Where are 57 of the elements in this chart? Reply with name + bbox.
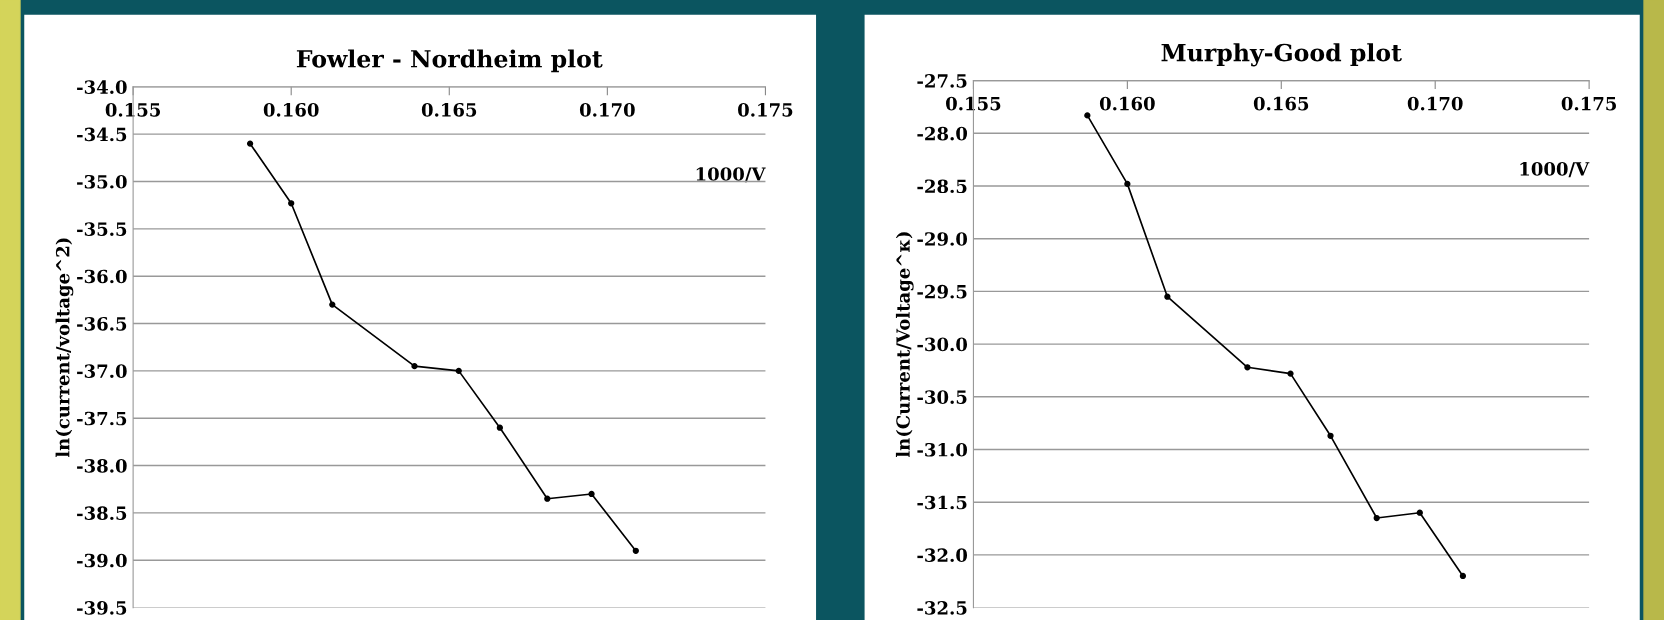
point bbox=[1416, 509, 1423, 516]
x-tick-label: 0.160 bbox=[263, 102, 319, 117]
x-axis-title: 1000/V bbox=[696, 167, 766, 183]
point bbox=[1244, 364, 1251, 371]
y-tick-label: -38.0 bbox=[77, 459, 127, 473]
point bbox=[455, 367, 462, 374]
y-tick-label: -27.5 bbox=[917, 74, 967, 88]
y-tick-label: -36.0 bbox=[77, 269, 127, 284]
point bbox=[1327, 432, 1334, 439]
chart-title: Murphy-Good plot bbox=[1161, 43, 1402, 67]
x-tick-label: 0.155 bbox=[105, 102, 161, 117]
point bbox=[246, 140, 254, 147]
x-tick-label: 0.170 bbox=[579, 102, 635, 117]
y-axis-title: ln(Current/Voltage^κ) bbox=[895, 232, 914, 458]
x-tick-label: 0.170 bbox=[1407, 96, 1463, 111]
x-axis-title: 1000/V bbox=[1520, 162, 1590, 178]
x-tick-label: 0.165 bbox=[1253, 96, 1309, 111]
y-tick-label: -36.5 bbox=[77, 316, 127, 331]
y-tick-label: -29.5 bbox=[917, 284, 967, 299]
x-tick-label: 0.175 bbox=[738, 102, 793, 117]
y-tick-label: -32.5 bbox=[917, 601, 967, 615]
y-tick-label: -35.0 bbox=[77, 174, 127, 189]
y-axis-title: ln(current/voltage^2) bbox=[55, 238, 74, 458]
point bbox=[588, 490, 595, 498]
x-tick-label: 0.160 bbox=[1099, 96, 1155, 111]
y-tick-label: -30.5 bbox=[917, 390, 967, 404]
y-tick-label: -31.5 bbox=[917, 495, 967, 510]
point bbox=[544, 495, 551, 502]
point bbox=[1164, 293, 1171, 300]
x-tick-label: 0.175 bbox=[1561, 96, 1617, 111]
y-tick-label: -29.0 bbox=[917, 232, 968, 246]
point bbox=[1459, 572, 1467, 580]
point bbox=[1287, 370, 1294, 377]
point bbox=[411, 363, 418, 370]
y-tick-label: -39.5 bbox=[77, 601, 127, 615]
y-tick-label: -32.0 bbox=[917, 548, 968, 563]
x-tick-label: 0.165 bbox=[421, 102, 477, 117]
y-tick-label: -37.0 bbox=[77, 364, 127, 378]
point bbox=[329, 301, 336, 308]
y-tick-label: -38.5 bbox=[77, 506, 127, 521]
y-tick-label: -39.0 bbox=[77, 553, 127, 568]
point bbox=[1124, 180, 1131, 188]
y-tick-label: -31.0 bbox=[917, 442, 968, 457]
y-tick-label: -28.0 bbox=[917, 126, 968, 141]
chart-title: Fowler - Nordheim plot bbox=[296, 49, 603, 73]
y-tick-label: -34.5 bbox=[77, 127, 127, 142]
y-tick-label: -34.0 bbox=[77, 80, 127, 94]
y-tick-label: -30.0 bbox=[917, 337, 968, 352]
y-tick-label: -35.5 bbox=[77, 222, 127, 236]
y-tick-label: -28.5 bbox=[917, 179, 967, 194]
y-tick-label: -37.5 bbox=[77, 411, 127, 426]
point bbox=[1373, 514, 1380, 522]
point bbox=[632, 547, 639, 554]
point bbox=[496, 424, 503, 431]
x-tick-label: 0.155 bbox=[946, 96, 1001, 111]
point bbox=[1084, 112, 1091, 119]
point bbox=[288, 200, 295, 207]
